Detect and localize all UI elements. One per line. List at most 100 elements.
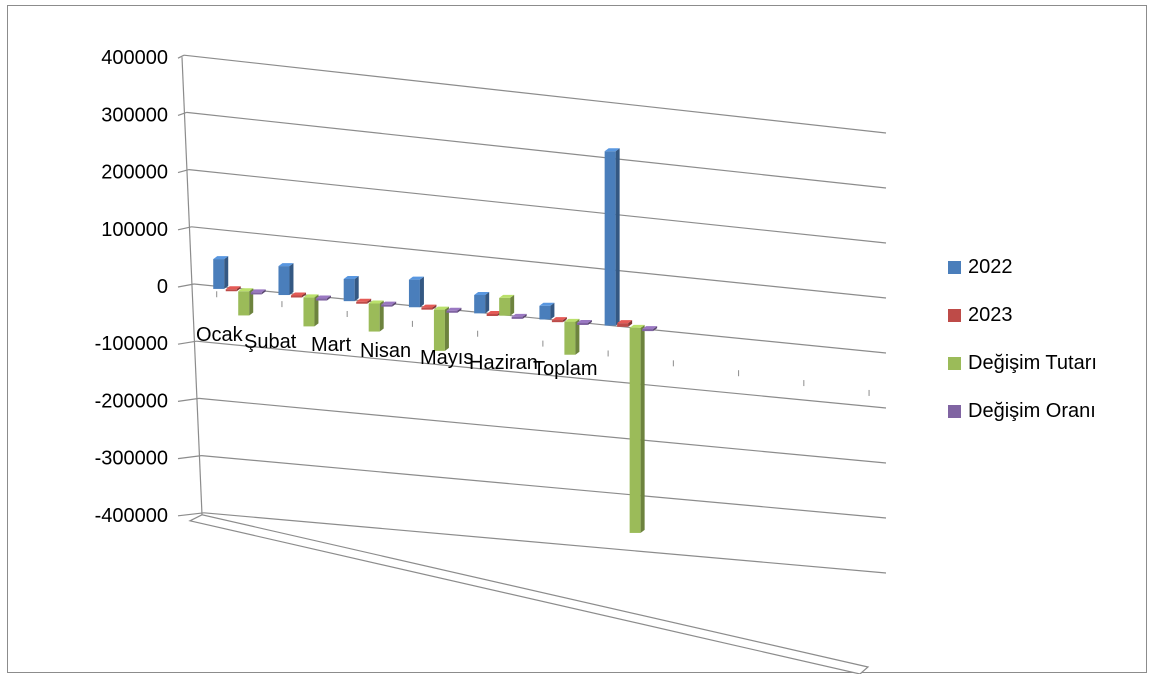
bar-top [408, 276, 424, 280]
bar-2022-2 [343, 275, 359, 302]
category-label: Toplam [533, 358, 597, 380]
bar-top [474, 292, 490, 296]
bar-front [343, 278, 355, 302]
bar-top [278, 263, 294, 267]
bar-side [457, 307, 462, 313]
gridline [188, 169, 887, 244]
bar-front [604, 151, 616, 326]
bar-top [511, 313, 527, 317]
category-label: Nisan [360, 340, 411, 362]
y-tick-label: -200000 [95, 390, 168, 412]
tick-mark [177, 397, 200, 402]
bar-front [408, 279, 420, 308]
bar-top [250, 289, 266, 293]
bar-side [354, 275, 359, 302]
tick-mark [177, 111, 187, 116]
tick-mark [177, 340, 197, 345]
category-label: Ocak [196, 324, 244, 346]
bars [213, 148, 658, 533]
bar-top [213, 256, 229, 260]
tick-mark [177, 54, 185, 59]
gridline [198, 397, 887, 464]
bar-side [236, 286, 241, 292]
bar-top [238, 288, 254, 292]
bar-de-i-im-oran--2 [381, 301, 397, 307]
bar-top [564, 318, 580, 322]
bar-top [617, 320, 633, 324]
gridline [196, 340, 887, 409]
bar-front [368, 303, 380, 332]
chart-walls [181, 57, 870, 674]
legend-swatch [948, 261, 961, 274]
bar-side [562, 317, 567, 323]
bar-top [315, 295, 331, 299]
bar-top [486, 311, 502, 315]
bar-top [368, 300, 384, 304]
bar-front [486, 314, 498, 317]
tick-mark [177, 226, 192, 231]
bar-side [628, 320, 633, 327]
bar-front [315, 298, 327, 301]
side-wall-edge [181, 57, 203, 515]
bar-side [249, 288, 254, 316]
bar-side [444, 306, 449, 351]
bar-de-i-im-oran--5 [576, 319, 592, 325]
bar-side [392, 301, 397, 307]
bar-front [213, 259, 225, 289]
legend-label: 2022 [968, 256, 1013, 278]
bar-side [367, 298, 372, 304]
bar-top [642, 326, 658, 330]
bar-2023-5 [551, 317, 567, 323]
y-tick-label: 400000 [101, 47, 168, 69]
bar-side [510, 294, 515, 316]
bar-top [225, 286, 241, 290]
legend-label: 2023 [968, 304, 1013, 326]
gridline [191, 226, 887, 299]
bar-top [604, 148, 620, 152]
bar-front [421, 307, 433, 310]
bar-side [587, 319, 592, 325]
bar-2022-0 [213, 256, 229, 289]
gridline [203, 512, 887, 574]
y-tick-label: -100000 [95, 333, 168, 355]
bar-side [379, 300, 384, 332]
tick-mark [177, 455, 202, 460]
bar-side [432, 304, 437, 310]
bar-front [278, 266, 290, 296]
bar-2023-2 [356, 298, 372, 304]
y-axis-tick-labels: 400000 300000 200000 100000 0 -100000 -200000 -… [95, 47, 168, 527]
bar-front [356, 301, 368, 304]
legend-swatch [948, 309, 961, 322]
bar-top [576, 319, 592, 323]
tick-mark [177, 512, 205, 517]
bar-front [225, 289, 237, 292]
bar-side [261, 289, 266, 295]
bar-de-i-im-tutar--0 [238, 288, 254, 316]
legend-label: Değişim Tutarı [968, 352, 1097, 374]
floor-plane [188, 514, 870, 674]
bar-2023-6 [617, 320, 633, 327]
bar-front [551, 320, 563, 323]
bar-front [576, 322, 588, 325]
bar-de-i-im-oran--4 [511, 313, 527, 319]
bar-front [617, 323, 629, 327]
bar-2022-1 [278, 263, 294, 296]
bar-front [250, 292, 262, 295]
tick-mark [177, 169, 190, 174]
bar-top [551, 317, 567, 321]
bar-de-i-im-tutar--5 [564, 318, 580, 355]
bar-front [642, 329, 654, 332]
legend: 2022 2023 Değişim Tutarı Değişim Oranı [948, 256, 1097, 422]
bar-top [381, 301, 397, 305]
bar-top [499, 294, 515, 298]
bar-top [421, 304, 437, 308]
bar-side [640, 324, 645, 533]
bar-de-i-im-oran--0 [250, 289, 266, 295]
legend-label: Değişim Oranı [968, 400, 1096, 422]
bar-side [314, 294, 319, 327]
bar-front [629, 327, 641, 533]
bar-top [446, 307, 462, 311]
bar-top [290, 292, 306, 296]
legend-swatch [948, 405, 961, 418]
